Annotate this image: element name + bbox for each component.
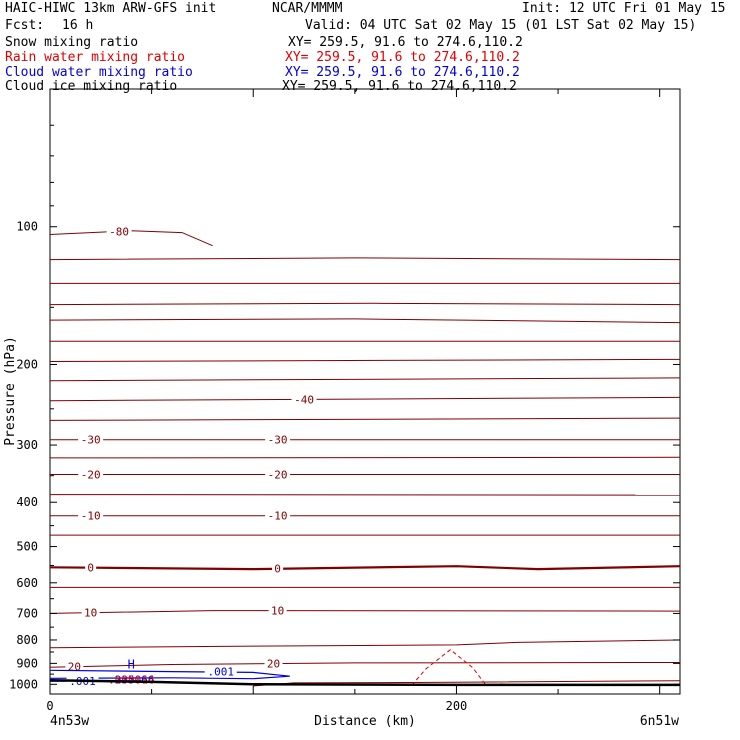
temperature-contour-label: -40 bbox=[294, 393, 314, 406]
organization: NCAR/MMMM bbox=[272, 1, 343, 16]
temperature-contour-label: -20 bbox=[81, 469, 101, 482]
y-tick-label: 100 bbox=[16, 220, 38, 234]
temperature-contour-label-bg bbox=[85, 561, 97, 574]
temperature-contour-label: 20 bbox=[68, 661, 81, 674]
y-tick-label: 500 bbox=[16, 540, 38, 554]
temperature-contour-line bbox=[49, 318, 681, 324]
y-tick-label: 300 bbox=[16, 438, 38, 452]
terrain-line bbox=[49, 679, 680, 687]
field-rain-name: Rain water mixing ratio bbox=[5, 50, 186, 65]
forecast-value: 16 h bbox=[62, 18, 94, 33]
temperature-contour-line bbox=[49, 494, 681, 496]
rain-max-value: .000014 bbox=[108, 673, 155, 686]
temperature-contour-label-bg bbox=[78, 433, 104, 446]
x-tick-label: 200 bbox=[446, 699, 468, 713]
field-cloud-ice-name: Cloud ice mixing ratio bbox=[5, 79, 178, 94]
temperature-contour-label-bg bbox=[106, 225, 132, 238]
left-endpoint: 4n53w bbox=[50, 714, 89, 729]
temperature-contour-label: 10 bbox=[271, 605, 284, 618]
cloud-water-max-value: .235066 bbox=[108, 674, 154, 687]
temperature-contour-label-bg bbox=[265, 433, 291, 446]
temperature-contour-label: -30 bbox=[268, 434, 288, 447]
init-time: Init: 12 UTC Fri 01 May 15 bbox=[522, 1, 726, 16]
temperature-contour-line bbox=[49, 358, 681, 362]
temperature-contour-line bbox=[49, 639, 681, 649]
temperature-contour-line bbox=[49, 396, 681, 402]
temperature-contour-label-bg bbox=[78, 468, 104, 481]
x-axis-label: Distance (km) bbox=[314, 714, 416, 729]
x-axis-ticks: 0 200 bbox=[46, 89, 661, 713]
temperature-contour-label: 10 bbox=[84, 607, 97, 620]
valid-time: Valid: 04 UTC Sat 02 May 15 (01 LST Sat … bbox=[305, 18, 697, 33]
temperature-contour-label-bg bbox=[272, 562, 284, 575]
temperature-contour-label-bg bbox=[268, 604, 287, 617]
temperature-contour-line bbox=[49, 230, 213, 247]
field-snow-name: Snow mixing ratio bbox=[5, 35, 139, 50]
y-tick-label: 700 bbox=[16, 606, 38, 620]
temperature-contours: -80 -40 -30 -30 -20 -20 -10 -10 0 0 10 10 20 20 bbox=[49, 225, 681, 687]
field-rain-xy: XY= 259.5, 91.6 to 274.6,110.2 bbox=[285, 50, 520, 65]
temperature-contour-label: -10 bbox=[81, 510, 101, 523]
rain-contour-line bbox=[411, 649, 488, 687]
temperature-contour-label-bg bbox=[65, 660, 84, 673]
temperature-contour-line bbox=[49, 456, 681, 459]
temperature-contour-label-bg bbox=[265, 509, 291, 522]
y-tick-label: 200 bbox=[16, 357, 38, 371]
x-tick-label: 0 bbox=[46, 699, 53, 713]
temperature-contour-label: -80 bbox=[109, 225, 129, 238]
temperature-contour-label-bg bbox=[264, 657, 283, 670]
cloud-water-contour-label: .001 bbox=[207, 666, 234, 679]
field-snow-xy: XY= 259.5, 91.6 to 274.6,110.2 bbox=[288, 35, 523, 50]
y-tick-label: 400 bbox=[16, 495, 38, 509]
rain-contours: .000014 bbox=[108, 649, 510, 687]
y-tick-label: 600 bbox=[16, 576, 38, 590]
temperature-contour-label-bg bbox=[81, 606, 100, 619]
temperature-contour-label: 0 bbox=[274, 563, 281, 576]
plot-frame bbox=[49, 88, 681, 695]
temperature-contour-label: -20 bbox=[268, 469, 288, 482]
temperature-contour-line bbox=[49, 610, 681, 614]
y-tick-label: 1000 bbox=[9, 677, 38, 691]
forecast-label: Fcst: bbox=[5, 18, 45, 33]
temperature-contour-label: -30 bbox=[81, 434, 101, 447]
field-cloud-water-xy: XY= 259.5, 91.6 to 274.6,110.2 bbox=[285, 65, 520, 80]
temperature-contour-line bbox=[49, 257, 681, 261]
cloud-water-contour-line bbox=[49, 669, 290, 680]
temperature-contour-label: 0 bbox=[87, 562, 94, 575]
temperature-contour-line bbox=[49, 302, 681, 306]
y-tick-label: 800 bbox=[16, 633, 38, 647]
right-endpoint: 6n51w bbox=[640, 714, 679, 729]
temperature-contour-label-bg bbox=[291, 393, 317, 406]
temperature-contour-label: -10 bbox=[268, 510, 288, 523]
y-tick-label: 900 bbox=[16, 656, 38, 670]
temperature-contour-line bbox=[49, 565, 681, 571]
model-title: HAIC-HIWC 13km ARW-GFS init bbox=[5, 1, 217, 16]
y-axis-label: Pressure (hPa) bbox=[3, 336, 18, 446]
cloud-water-max-marker: H bbox=[128, 658, 135, 672]
temperature-contour-line bbox=[49, 377, 681, 382]
field-cloud-water-name: Cloud water mixing ratio bbox=[5, 65, 193, 80]
temperature-contour-label: 20 bbox=[267, 658, 280, 671]
temperature-contour-line bbox=[49, 662, 681, 668]
temperature-contour-label-bg bbox=[78, 509, 104, 522]
temperature-contour-label-bg bbox=[265, 468, 291, 481]
terrain-line-path bbox=[49, 679, 680, 687]
cloud-water-contour-label-bg bbox=[204, 665, 237, 678]
field-cloud-ice-xy: XY= 259.5, 91.6 to 274.6,110.2 bbox=[282, 79, 517, 94]
temperature-contour-line bbox=[49, 417, 681, 421]
